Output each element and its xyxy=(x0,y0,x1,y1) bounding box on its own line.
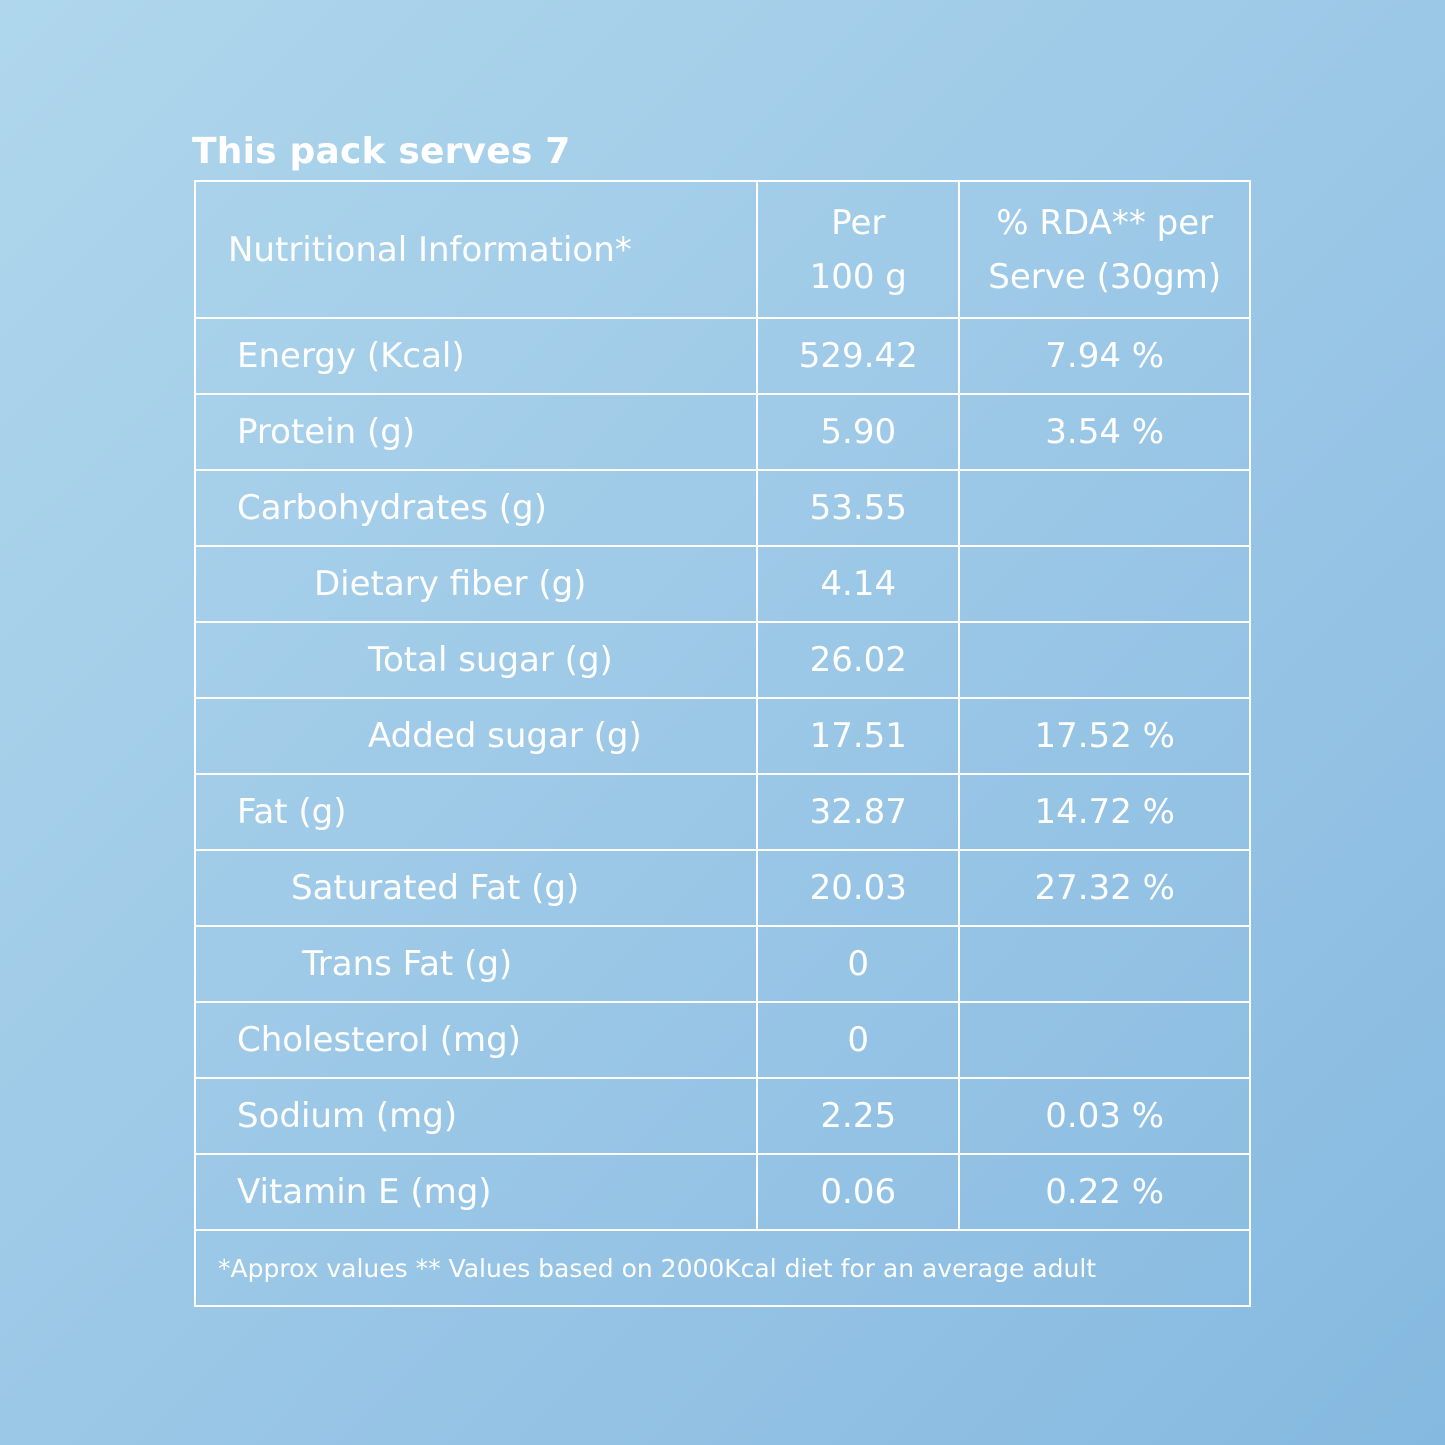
nutrient-name: Saturated Fat (g) xyxy=(193,849,759,927)
table-row: Energy (Kcal) 529.42 7.94 % xyxy=(193,317,1251,395)
header-rda-per-serve: % RDA** per Serve (30gm) xyxy=(958,180,1251,319)
nutrient-per-100g: 32.87 xyxy=(756,773,961,851)
nutrient-per-100g: 26.02 xyxy=(756,621,961,699)
nutrient-per-100g: 53.55 xyxy=(756,469,961,547)
nutrient-per-100g: 17.51 xyxy=(756,697,961,775)
nutrient-name: Trans Fat (g) xyxy=(193,925,759,1003)
nutrient-name: Added sugar (g) xyxy=(193,697,759,775)
nutrient-name: Vitamin E (mg) xyxy=(193,1153,759,1231)
nutrient-per-100g: 2.25 xyxy=(756,1077,961,1155)
nutrient-rda: 17.52 % xyxy=(958,697,1251,775)
nutrient-rda xyxy=(958,925,1251,1003)
table-footnote: *Approx values ** Values based on 2000Kc… xyxy=(194,1229,1251,1307)
table-row: Trans Fat (g) 0 xyxy=(193,925,1251,1003)
table-row: Dietary fiber (g) 4.14 xyxy=(193,545,1251,623)
nutrient-per-100g: 0 xyxy=(756,925,961,1003)
nutrient-name: Energy (Kcal) xyxy=(193,317,759,395)
header-rda-line2: Serve (30gm) xyxy=(988,256,1222,297)
nutrient-per-100g: 20.03 xyxy=(756,849,961,927)
nutrient-rda: 7.94 % xyxy=(958,317,1251,395)
table-header-row: Nutritional Information* Per 100 g % RDA… xyxy=(193,180,1251,319)
nutrient-rda: 27.32 % xyxy=(958,849,1251,927)
nutrient-name: Protein (g) xyxy=(193,393,759,471)
nutrient-rda: 0.03 % xyxy=(958,1077,1251,1155)
nutrient-rda xyxy=(958,621,1251,699)
table-row: Sodium (mg) 2.25 0.03 % xyxy=(193,1077,1251,1155)
table-row: Total sugar (g) 26.02 xyxy=(193,621,1251,699)
nutrient-name: Cholesterol (mg) xyxy=(193,1001,759,1079)
nutrient-name: Fat (g) xyxy=(193,773,759,851)
nutrient-rda: 14.72 % xyxy=(958,773,1251,851)
nutrient-per-100g: 529.42 xyxy=(756,317,961,395)
table-row: Saturated Fat (g) 20.03 27.32 % xyxy=(193,849,1251,927)
nutrient-rda xyxy=(958,1001,1251,1079)
nutrition-table: Nutritional Information* Per 100 g % RDA… xyxy=(193,180,1251,1307)
nutrient-name: Dietary fiber (g) xyxy=(193,545,759,623)
table-row: Fat (g) 32.87 14.72 % xyxy=(193,773,1251,851)
header-per-line2: 100 g xyxy=(809,256,907,297)
nutrient-per-100g: 0.06 xyxy=(756,1153,961,1231)
header-nutritional-information: Nutritional Information* xyxy=(193,180,759,319)
header-per-100g: Per 100 g xyxy=(756,180,961,319)
table-row: Added sugar (g) 17.51 17.52 % xyxy=(193,697,1251,775)
nutrient-per-100g: 4.14 xyxy=(756,545,961,623)
table-row: Carbohydrates (g) 53.55 xyxy=(193,469,1251,547)
nutrient-rda xyxy=(958,545,1251,623)
nutrient-per-100g: 5.90 xyxy=(756,393,961,471)
nutrient-rda xyxy=(958,469,1251,547)
table-row: Vitamin E (mg) 0.06 0.22 % xyxy=(193,1153,1251,1231)
table-footnote-row: *Approx values ** Values based on 2000Kc… xyxy=(194,1229,1251,1307)
nutrient-name: Carbohydrates (g) xyxy=(193,469,759,547)
pack-serves-title: This pack serves 7 xyxy=(192,131,571,172)
header-per-line1: Per xyxy=(831,202,886,243)
header-rda-line1: % RDA** per xyxy=(996,202,1214,243)
table-row: Cholesterol (mg) 0 xyxy=(193,1001,1251,1079)
table-row: Protein (g) 5.90 3.54 % xyxy=(193,393,1251,471)
nutrient-rda: 0.22 % xyxy=(958,1153,1251,1231)
nutrient-name: Sodium (mg) xyxy=(193,1077,759,1155)
nutrient-per-100g: 0 xyxy=(756,1001,961,1079)
nutrient-name: Total sugar (g) xyxy=(193,621,759,699)
nutrient-rda: 3.54 % xyxy=(958,393,1251,471)
